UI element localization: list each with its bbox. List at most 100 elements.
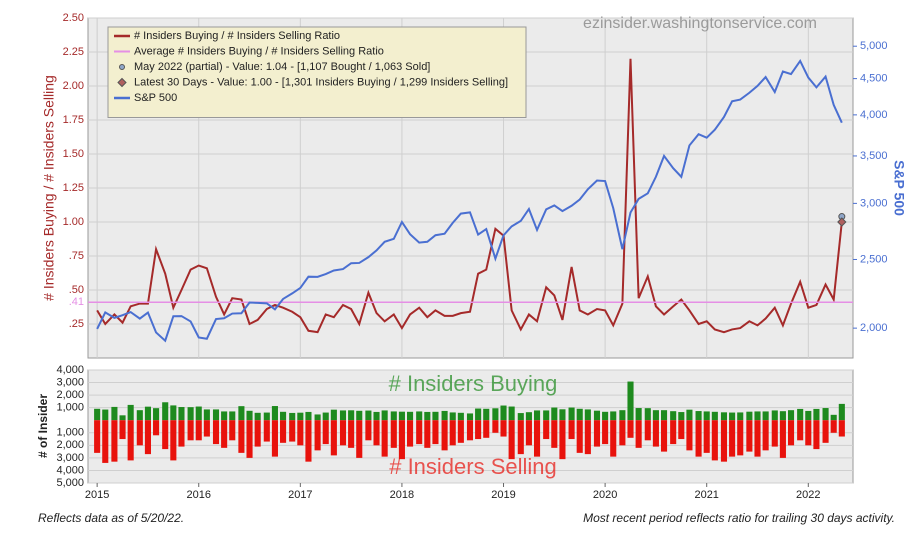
y-tick-label: 4,000 (56, 364, 84, 376)
bar (441, 420, 448, 451)
bar (178, 420, 185, 447)
x-tick-label: 2018 (390, 489, 414, 501)
y2-tick-label: 3,000 (860, 197, 888, 209)
bar (822, 408, 829, 421)
bar (254, 420, 261, 447)
bar (593, 420, 601, 447)
bar (475, 408, 482, 421)
x-tick-label: 2020 (593, 489, 617, 501)
bar (830, 420, 837, 433)
bar (416, 420, 423, 445)
y-tick-label: 1,000 (56, 427, 84, 439)
y2-tick-label: 5,000 (860, 40, 888, 52)
bar (525, 420, 532, 446)
bar (610, 411, 617, 421)
bar (559, 420, 566, 460)
bar (330, 409, 337, 421)
x-tick-label: 2016 (186, 489, 210, 501)
bar (280, 420, 287, 443)
bar (703, 411, 710, 421)
bar (407, 420, 414, 447)
bar (838, 420, 845, 437)
bar (584, 420, 591, 455)
bar (652, 420, 659, 447)
x-tick-label: 2015 (85, 489, 109, 501)
legend-marker (119, 64, 125, 70)
x-tick-label: 2017 (288, 489, 312, 501)
bar (787, 420, 795, 446)
bar (762, 411, 769, 421)
y2-tick-label: 4,000 (860, 109, 888, 121)
bar (449, 420, 456, 446)
bar (492, 420, 499, 433)
bar (373, 420, 380, 446)
legend-label: # Insiders Buying / # Insiders Selling R… (134, 30, 340, 42)
bar (797, 420, 804, 441)
bar (805, 420, 812, 446)
bar (627, 420, 634, 438)
bar (830, 414, 837, 421)
bar (153, 420, 160, 436)
bar (195, 420, 202, 441)
bar (644, 408, 651, 421)
bar (500, 405, 507, 421)
bar (678, 420, 685, 440)
bar (635, 420, 642, 448)
bar (568, 407, 575, 421)
bar (746, 411, 753, 421)
bar (670, 411, 677, 421)
bar (254, 412, 261, 421)
y-tick-label: 2,000 (56, 439, 84, 451)
bar (153, 408, 160, 421)
bar (686, 420, 693, 451)
legend-box (107, 26, 527, 118)
bar (136, 410, 143, 421)
series-label: # Insiders Selling (389, 454, 557, 479)
bar (94, 420, 101, 453)
bar (822, 420, 829, 443)
bar (711, 420, 718, 461)
bar (771, 420, 778, 447)
bar (517, 413, 524, 421)
series-line (96, 58, 843, 343)
bar (787, 410, 795, 421)
bar (424, 420, 431, 448)
bar (551, 407, 558, 421)
bar (678, 412, 685, 421)
bar (263, 420, 270, 442)
bar (246, 420, 253, 458)
bar (348, 410, 355, 421)
bar (483, 408, 490, 421)
bar (619, 410, 626, 421)
bar (813, 408, 820, 421)
y-tick-label: .75 (69, 250, 84, 262)
y-tick-label: 1.00 (63, 216, 84, 228)
bar (390, 420, 397, 448)
bar (356, 420, 363, 458)
bar (720, 420, 728, 462)
legend-label: Average # Insiders Buying / # Insiders S… (134, 45, 384, 57)
bar (373, 411, 380, 421)
bar (746, 420, 753, 452)
bar (398, 411, 405, 421)
bar (127, 420, 134, 461)
y-tick-label: 1.25 (63, 182, 84, 194)
bar (119, 420, 126, 440)
bar (119, 415, 126, 421)
bar (127, 404, 134, 421)
bar (398, 420, 405, 460)
bar (229, 420, 236, 441)
bar (779, 411, 786, 421)
bar (195, 406, 202, 421)
bar (729, 412, 736, 421)
bar (568, 420, 575, 440)
y-tick-label: 3,000 (56, 376, 84, 388)
y-tick-label: 4,000 (56, 464, 84, 476)
legend-label: Latest 30 Days - Value: 1.00 - [1,301 In… (134, 76, 508, 88)
bar (432, 411, 439, 421)
bar (144, 406, 151, 421)
y-tick-label: .50 (69, 284, 84, 296)
bar (619, 420, 626, 446)
bar (813, 420, 820, 450)
bar (660, 420, 668, 452)
